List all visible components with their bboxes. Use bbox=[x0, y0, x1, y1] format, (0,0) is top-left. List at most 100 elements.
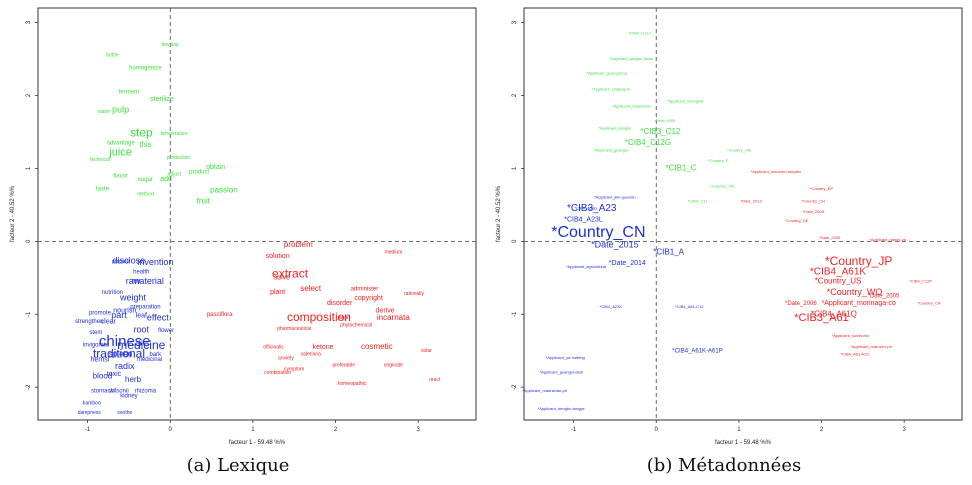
chart-0-word-label-2-16: temperature bbox=[161, 131, 188, 137]
chart-1-word-label-0-10: *CIB4_A61K-A61P bbox=[672, 348, 722, 354]
chart-1-word-label-1-7: *Date_2005 bbox=[868, 294, 900, 300]
chart-0-word-label-0-21: clear bbox=[101, 318, 117, 325]
chart-0-word-label-2-19: water bbox=[98, 109, 111, 115]
chart-1-word-label-1-10: *Country_CH bbox=[801, 198, 825, 203]
chart-0-word-label-2-20: bottle bbox=[106, 53, 118, 59]
chart-1-word-label-1-19: *Applicant_maruzen-ph bbox=[850, 344, 892, 349]
chart-1-x-tick-label-2: 1 bbox=[737, 427, 741, 433]
chart-0-x-tick-label-0: -1 bbox=[85, 427, 91, 433]
chart-0-word-label-1-8: incarnata bbox=[377, 313, 410, 322]
chart-0-word-label-0-29: health bbox=[133, 270, 149, 276]
chart-0-word-label-1-0: composition bbox=[287, 310, 351, 324]
chart-1-x-axis-label: facteur 1 - 59.48 %% bbox=[715, 440, 772, 446]
chart-0-word-label-0-26: rhizoma bbox=[135, 388, 157, 394]
chart-0-word-label-2-17: develop bbox=[161, 42, 179, 48]
chart-0-word-label-1-13: administer bbox=[351, 286, 379, 292]
chart-0-word-label-0-11: medicine bbox=[117, 338, 165, 352]
chart-0-word-label-0-30: prepare bbox=[112, 259, 129, 265]
chart-0-word-label-1-15: passiflora bbox=[207, 312, 233, 318]
chart-0-word-label-2-23: technical bbox=[90, 157, 110, 163]
chart-0-word-label-2-14: flavor bbox=[113, 173, 128, 179]
chart-0-word-label-0-24: toxic bbox=[107, 371, 122, 378]
chart-1-word-label-2-10: *CIB4_C12J bbox=[629, 31, 651, 36]
chart-0-word-label-1-1: extract bbox=[272, 266, 309, 280]
chart-1-word-label-0-15: *Applicant_bengbu-tengye bbox=[538, 406, 586, 411]
chart-0-word-label-1-11: ketone bbox=[313, 344, 334, 351]
chart-0-word-label-1-24: combination bbox=[264, 370, 291, 376]
chart-0-word-label-0-28: soothe bbox=[117, 410, 132, 416]
chart-1-word-label-1-20: *Applicant_maruzen-seiyaku bbox=[751, 169, 802, 174]
chart-0-word-label-1-20: homeopathic bbox=[338, 381, 367, 387]
chart-0-x-tick-label-4: 3 bbox=[416, 427, 420, 433]
chart-0-word-label-1-7: cosmetic bbox=[361, 342, 393, 351]
chart-0-y-tick-label-3: 1 bbox=[26, 166, 32, 170]
chart-1-word-label-1-14: *Applicant_dandy-ya bbox=[869, 237, 906, 242]
chart-1-y-tick-label-5: 3 bbox=[512, 20, 518, 24]
chart-0-word-label-1-5: solve bbox=[274, 275, 290, 282]
chart-0-plot-frame bbox=[37, 7, 477, 421]
chart-0-word-label-2-12: sugar bbox=[138, 177, 153, 183]
chart-0-word-label-1-18: valeriana bbox=[301, 352, 322, 358]
chart-1-word-label-1-9: *Country_EP bbox=[810, 186, 833, 191]
chart-0-word-label-0-35: bamboo bbox=[83, 401, 101, 407]
chart-0-word-label-0-7: part bbox=[111, 310, 127, 320]
chart-1-word-label-0-7: *CIB4_A23G bbox=[575, 206, 598, 211]
chart-0-word-label-0-3: invention bbox=[137, 257, 173, 267]
chart-1-word-label-0-12: *Applicant_ya-haifeng bbox=[546, 355, 585, 360]
chart-0-word-label-2-6: obtain bbox=[206, 164, 225, 171]
chart-1-x-tick-label-0: -1 bbox=[571, 427, 577, 433]
chart-1-word-label-1-3: *Country_WO bbox=[827, 287, 883, 297]
chart-0-word-label-2-15: production bbox=[167, 155, 191, 161]
chart-0-word-label-0-33: flower bbox=[158, 328, 174, 334]
chart-0-word-label-2-10: homogenize bbox=[129, 65, 162, 71]
chart-0-word-label-2-2: juice bbox=[108, 146, 132, 158]
chart-1-word-label-0-8: *Applicant_agricultural bbox=[566, 264, 606, 269]
chart-0-word-label-1-22: symptom bbox=[284, 366, 304, 372]
chart-0-word-label-0-25: kidney bbox=[120, 394, 137, 400]
chart-1-word-label-0-14: *Applicant_maanshan-ph bbox=[522, 388, 567, 393]
chart-1-word-label-2-3: *Applicant_jiangsu-jialan bbox=[610, 56, 654, 61]
chart-1-word-label-1-11: *Date_2008 bbox=[803, 209, 825, 214]
chart-1-y-tick-label-1: -1 bbox=[512, 311, 518, 317]
chart-1-word-label-2-9: *Applicant_guangxi bbox=[594, 147, 628, 152]
chart-1-word-label-2-11: *Applicant_shanghai bbox=[667, 98, 704, 103]
chart-0-word-label-1-28: solar bbox=[421, 348, 432, 354]
chart-0-word-label-2-4: passion bbox=[210, 185, 238, 194]
chart-1-word-label-0-3: *Date_2015 bbox=[591, 239, 639, 249]
chart-0-word-label-0-2: disclose bbox=[113, 255, 146, 265]
chart-0-word-label-1-27: rationally bbox=[404, 291, 425, 297]
chart-1-word-label-1-18: *CIB4_A61-A23 bbox=[840, 351, 869, 356]
chart-0-x-axis-label: facteur 1 - 59.48 %% bbox=[229, 440, 286, 446]
chart-0-word-label-1-29: react bbox=[429, 377, 441, 383]
chart-1-word-label-2-4: *Applicant_guangdong bbox=[587, 71, 627, 76]
chart-0-word-label-0-12: spleen bbox=[109, 349, 133, 358]
chart-0-y-tick-label-1: -1 bbox=[26, 311, 32, 317]
chart-0-word-label-0-6: weight bbox=[119, 293, 147, 303]
chart-0-word-label-1-16: pharmaceutical bbox=[277, 326, 311, 332]
chart-1-word-label-1-5: *Applicant_morinaga-co bbox=[822, 300, 896, 307]
chart-0-word-label-0-31: bark bbox=[150, 352, 163, 358]
chart-1-word-label-1-12: *Country_DE bbox=[785, 218, 809, 223]
chart-0-y-tick-label-4: 2 bbox=[26, 93, 32, 97]
chart-0-word-label-0-9: effect bbox=[147, 312, 169, 322]
chart-0-word-label-0-27: dampness bbox=[78, 410, 102, 416]
chart-0-word-label-2-11: add bbox=[160, 176, 172, 183]
chart-1-word-label-1-16: *Country_CA bbox=[917, 300, 941, 305]
chart-1-word-label-0-1: *CIB3_A23 bbox=[567, 203, 617, 214]
chart-0-word-label-0-36: stomach bbox=[91, 388, 114, 394]
chart-1-x-tick-label-3: 2 bbox=[820, 427, 824, 433]
chart-0-word-label-1-17: japan bbox=[337, 315, 350, 321]
chart-1-word-label-2-0: *CIB4_C12G bbox=[625, 138, 671, 147]
chart-0-word-label-1-2: problem bbox=[284, 240, 313, 249]
chart-0-word-label-2-0: pulp bbox=[112, 104, 129, 114]
chart-1-word-label-2-1: *CIB3_C12 bbox=[640, 127, 681, 136]
chart-0-word-label-1-23: officinalis bbox=[263, 344, 284, 350]
chart-0-word-label-0-32: medicinal bbox=[137, 357, 162, 363]
chart-1-word-label-1-15: *CIB4_C12P bbox=[909, 279, 932, 284]
chart-0-word-label-0-5: material bbox=[132, 276, 164, 286]
chart-0-word-label-0-16: promote bbox=[89, 310, 112, 316]
chart-0-word-label-0-20: strengthen bbox=[75, 319, 103, 325]
chart-1-word-label-1-8: *Date_2006 bbox=[785, 301, 817, 307]
chart-0-word-label-1-25: anxiety bbox=[278, 355, 294, 361]
chart-1-word-label-1-4: *Country_US bbox=[815, 277, 862, 286]
